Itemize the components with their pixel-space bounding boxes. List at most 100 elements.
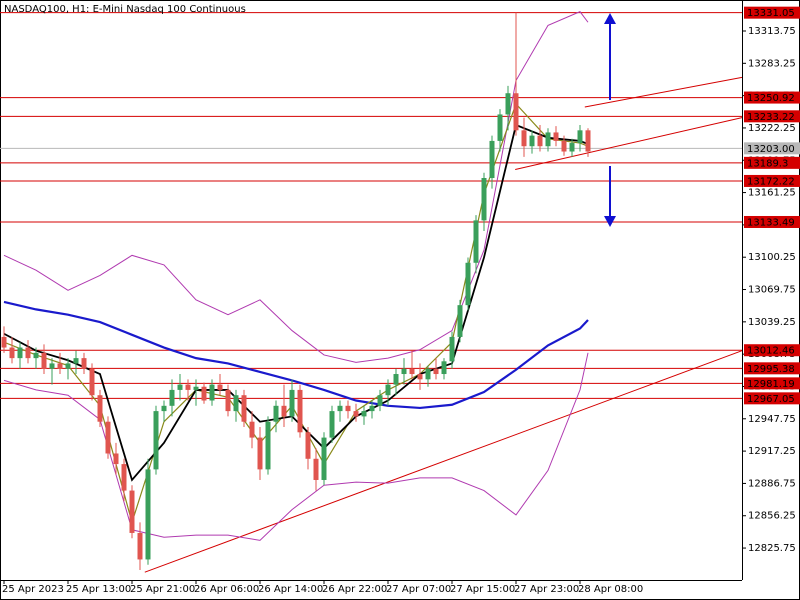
level-label-bg [744, 377, 800, 390]
candle-body [377, 395, 383, 406]
indicator-line [3, 352, 589, 541]
candle-body [73, 358, 79, 364]
candle-body [265, 421, 271, 470]
candle-body [473, 220, 479, 263]
x-tick-label: 28 Apr 08:00 [578, 584, 643, 595]
candle-body [9, 347, 15, 359]
candle-body [465, 262, 471, 306]
candle-body [65, 363, 71, 369]
level-label: 13189.3 [747, 158, 788, 169]
level-label-bg [744, 215, 800, 228]
candle-body [529, 135, 535, 147]
candle-body [353, 411, 359, 417]
candle-body [553, 132, 559, 141]
level-label: 13233.22 [747, 112, 795, 123]
candle-body [457, 305, 463, 337]
candle-body [513, 93, 519, 131]
candle-body [329, 411, 335, 438]
x-tick-label: 25 Apr 2023 [2, 584, 64, 595]
level-label: 13172.22 [747, 176, 795, 187]
x-tick-label: 27 Apr 15:00 [450, 584, 515, 595]
candle-body [361, 411, 367, 417]
candle-body [193, 386, 199, 390]
chart-title: NASDAQ100, H1: E-Mini Nasdaq 100 Continu… [4, 4, 246, 15]
candle-body [217, 384, 223, 390]
candle-body [433, 368, 439, 375]
level-label: 12981.19 [747, 379, 795, 390]
candle-body [201, 386, 207, 401]
candle-body [425, 368, 431, 380]
y-tick-label: 12886.75 [748, 478, 796, 489]
candle-body [489, 140, 495, 179]
arrow-up [604, 13, 616, 100]
candle-body [249, 421, 255, 438]
trendline [584, 76, 743, 108]
level-label: 13133.49 [747, 217, 795, 228]
candle-body [225, 389, 231, 412]
candle-body [393, 374, 399, 385]
candle-body [561, 140, 567, 152]
candle-body [185, 384, 191, 390]
level-label: 12995.38 [747, 364, 795, 375]
candle-body [241, 395, 247, 422]
y-tick-label: 12856.25 [748, 511, 796, 522]
candle-body [521, 130, 527, 147]
candle-body [401, 368, 407, 375]
y-tick-label: 13039.25 [748, 317, 796, 328]
y-tick-label: 13283.25 [748, 58, 796, 69]
candle-body [97, 395, 103, 422]
candle-body [113, 453, 119, 465]
candle-body [273, 405, 279, 422]
candle-body [121, 464, 127, 491]
candle-body [137, 532, 143, 560]
candle-body [257, 437, 263, 470]
arrow-down [604, 166, 616, 227]
level-label-bg [744, 362, 800, 375]
candle-body [105, 421, 111, 454]
level-label: 13203.00 [747, 144, 795, 155]
x-tick-label: 25 Apr 21:00 [130, 584, 195, 595]
y-tick-label: 13313.75 [748, 26, 796, 37]
level-label: 13250.92 [747, 93, 795, 104]
candle-body [497, 114, 503, 141]
y-tick-label: 13069.75 [748, 285, 796, 296]
level-label-bg [744, 142, 800, 155]
candle-body [41, 352, 47, 369]
candle-body [305, 432, 311, 459]
level-label: 13331.05 [747, 8, 795, 19]
indicator-line [3, 11, 589, 363]
candle-body [369, 405, 375, 412]
level-label-bg [744, 6, 800, 19]
y-tick-label: 13222.25 [748, 123, 796, 134]
candle-body [537, 135, 543, 147]
candle-body [33, 352, 39, 359]
candle-body [289, 389, 295, 417]
level-label: 13012.46 [747, 346, 795, 357]
candle-body [569, 143, 575, 152]
candle-body [417, 374, 423, 380]
candle-body [145, 469, 151, 560]
candle-body [585, 130, 591, 152]
level-label-bg [744, 392, 800, 405]
level-label-bg [744, 174, 800, 187]
candle-body [233, 395, 239, 412]
plot-area [0, 11, 743, 573]
candle-body [81, 358, 87, 369]
candle-body [449, 336, 455, 362]
x-tick-label: 27 Apr 23:00 [514, 584, 579, 595]
x-tick-label: 26 Apr 14:00 [258, 584, 323, 595]
y-tick-label: 13161.25 [748, 188, 796, 199]
y-tick-label: 13100.25 [748, 252, 796, 263]
level-label-bg [744, 344, 800, 357]
candle-body [345, 405, 351, 412]
candle-body [25, 347, 31, 359]
x-tick-label: 27 Apr 07:00 [386, 584, 451, 595]
x-tick-label: 25 Apr 13:00 [66, 584, 131, 595]
candle-body [169, 389, 175, 406]
candle-body [505, 93, 511, 115]
candle-body [1, 336, 7, 348]
candle-body [281, 405, 287, 417]
candle-body [337, 405, 343, 412]
candle-body [89, 368, 95, 396]
